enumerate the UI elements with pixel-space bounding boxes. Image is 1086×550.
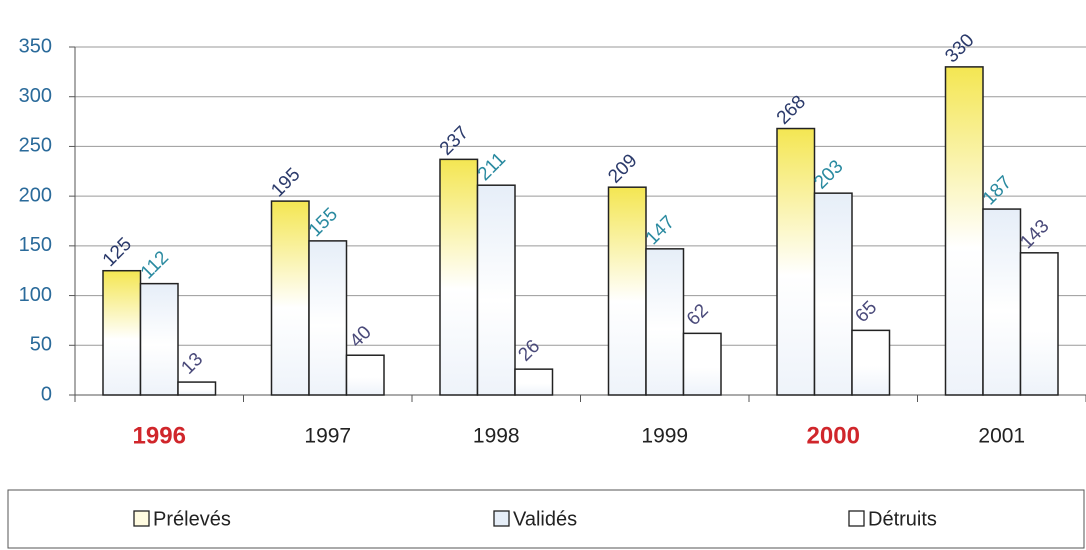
data-label: 40: [346, 322, 376, 352]
y-tick-label: 350: [19, 35, 52, 57]
data-label: 13: [178, 349, 208, 379]
bar: [177, 381, 217, 396]
bar: [476, 184, 516, 396]
bar: [645, 248, 685, 396]
legend-label: Validés: [513, 508, 577, 530]
x-tick-label: 1998: [473, 425, 520, 448]
x-tick-label: 1997: [304, 425, 351, 448]
bar: [270, 200, 310, 396]
data-label: 143: [1016, 216, 1053, 253]
y-tick-label: 300: [19, 85, 52, 107]
x-tick-label: 2001: [978, 425, 1025, 448]
y-tick-label: 100: [19, 284, 52, 306]
bar: [102, 269, 142, 396]
bar: [682, 332, 722, 396]
legend-swatch: [848, 510, 865, 527]
bar: [813, 192, 853, 396]
bar: [776, 127, 816, 396]
x-tick-label: 1996: [133, 422, 186, 449]
data-label: 203: [810, 156, 847, 193]
bar: [851, 329, 891, 396]
legend-swatch: [493, 510, 510, 527]
bar: [1019, 252, 1059, 396]
data-label: 209: [604, 150, 641, 187]
y-tick-label: 50: [30, 334, 52, 356]
data-label: 62: [683, 300, 713, 330]
data-label: 155: [305, 204, 342, 241]
legend-swatch: [133, 510, 150, 527]
bar: [514, 368, 554, 396]
data-label: 112: [137, 247, 173, 283]
data-label: 187: [979, 172, 1016, 209]
data-label: 330: [941, 30, 978, 67]
data-label: 125: [99, 234, 136, 271]
data-label: 147: [642, 212, 679, 249]
x-tick-label: 2000: [807, 422, 860, 449]
bar: [944, 66, 984, 396]
legend-label: Prélevés: [153, 508, 231, 530]
bar: [607, 186, 647, 396]
data-label: 26: [515, 336, 545, 366]
bar: [308, 240, 348, 396]
bar: [345, 354, 385, 396]
data-label: 65: [852, 297, 882, 327]
y-tick-label: 250: [19, 135, 52, 157]
bar: [439, 158, 479, 396]
y-tick-label: 0: [41, 383, 52, 405]
data-label: 237: [436, 122, 473, 159]
bar: [982, 208, 1022, 396]
data-label: 211: [474, 149, 510, 185]
bar: [139, 282, 179, 396]
legend-label: Détruits: [868, 508, 937, 530]
legend-box: [7, 489, 1085, 549]
y-tick-label: 150: [19, 234, 52, 256]
x-tick-label: 1999: [641, 425, 688, 448]
y-tick-label: 200: [19, 184, 52, 206]
